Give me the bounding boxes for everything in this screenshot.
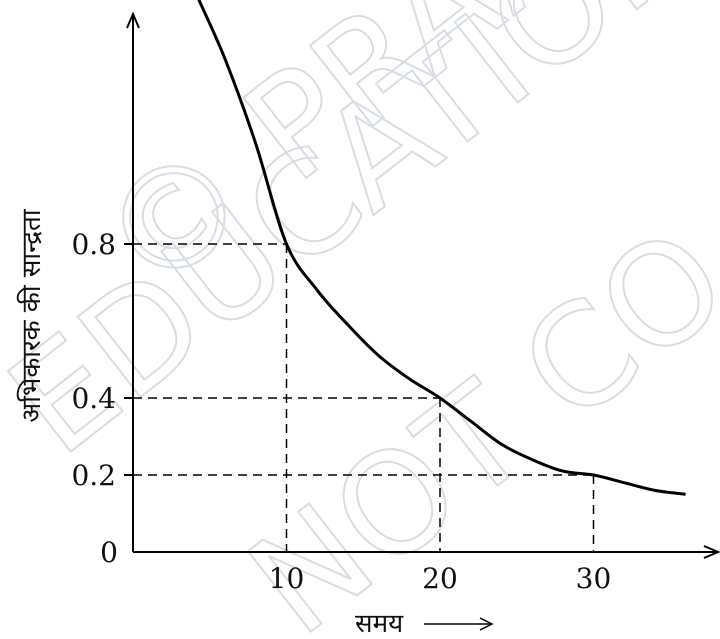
y-tick-label: 0.8 <box>71 228 116 261</box>
axes <box>126 11 720 559</box>
guide-lines <box>133 243 595 552</box>
x-axis-arrow <box>703 545 720 559</box>
y-axis-arrow <box>126 11 140 29</box>
y-axis-label: अभिकारक की सान्द्रता <box>16 208 47 422</box>
y-tick-label: 0.2 <box>71 459 116 492</box>
x-axis-label: समय <box>355 609 404 639</box>
series-line <box>197 0 686 496</box>
y-tick-label: 0 <box>100 536 118 569</box>
y-tick-label: 0.4 <box>71 382 116 415</box>
x-tick-label: 30 <box>576 562 612 595</box>
x-tick-label: 20 <box>422 562 458 595</box>
ticks: 00.20.40.81.6102030 <box>71 228 612 595</box>
x-tick-label: 10 <box>269 562 305 595</box>
x-axis-label-arrow <box>424 617 494 631</box>
